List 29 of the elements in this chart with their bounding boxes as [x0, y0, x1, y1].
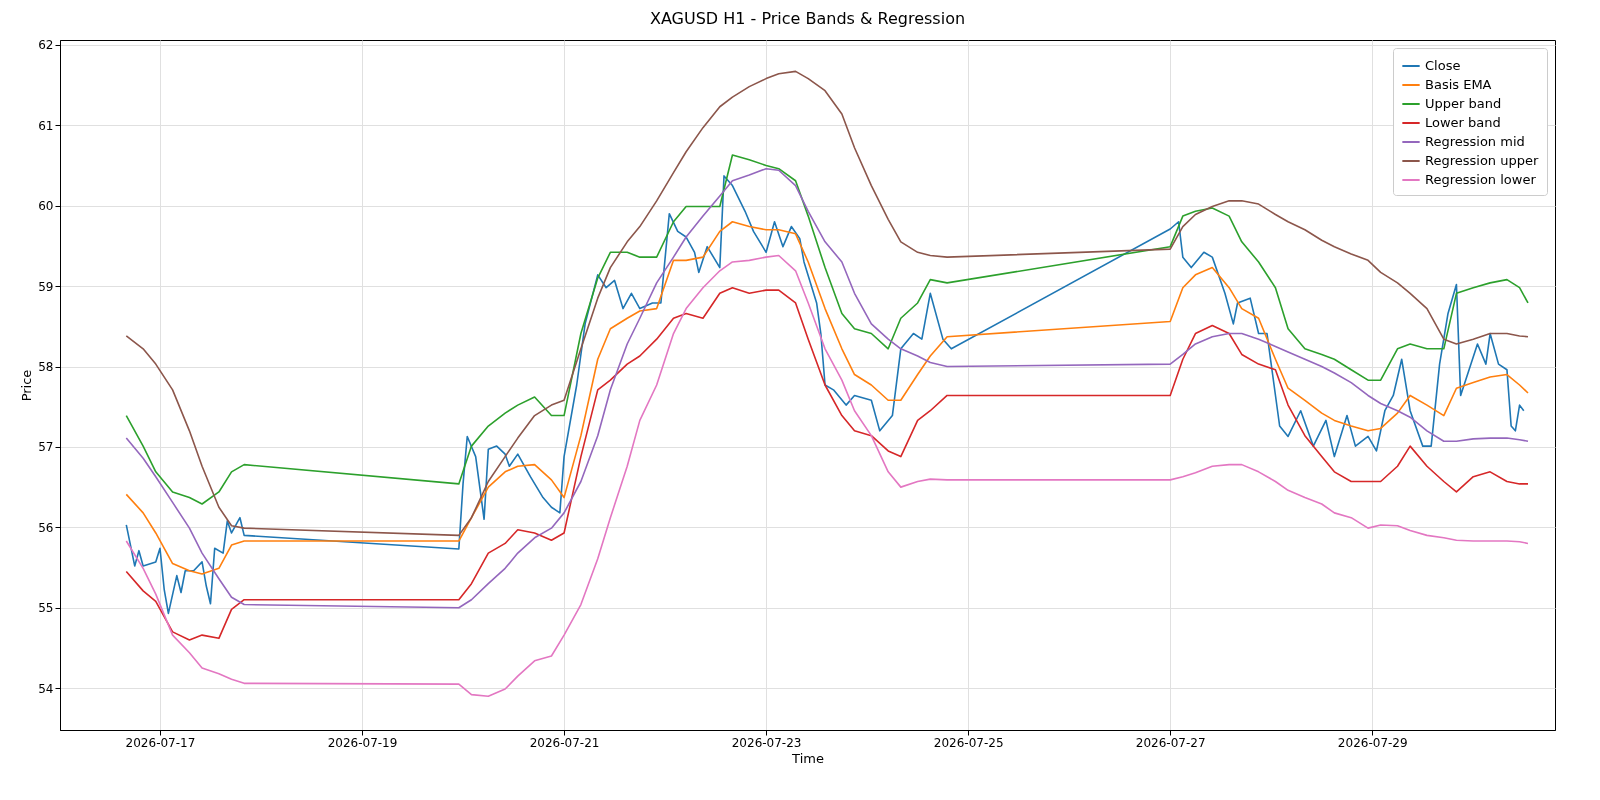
x-tick-label: 2026-07-23 [731, 735, 802, 750]
legend-label: Regression lower [1425, 172, 1537, 187]
x-tick-label: 2026-07-17 [125, 735, 196, 750]
chart-title: XAGUSD H1 - Price Bands & Regression [649, 8, 966, 28]
x-tick-label: 2026-07-19 [327, 735, 398, 750]
x-tick-label: 2026-07-21 [529, 735, 600, 750]
x-tick-label: 2026-07-27 [1135, 735, 1206, 750]
x-axis-title: Time [791, 750, 824, 766]
x-tick-label: 2026-07-25 [933, 735, 1004, 750]
y-tick-label: 57 [38, 440, 54, 455]
line-series [125, 220, 1529, 575]
y-tick-label: 62 [38, 38, 54, 53]
y-tick-label: 59 [38, 279, 54, 294]
legend-label: Regression mid [1425, 134, 1525, 149]
y-tick-label: 61 [38, 118, 54, 133]
y-tick-label: 54 [38, 681, 54, 696]
legend-label: Lower band [1425, 115, 1501, 130]
legend-label: Basis EMA [1425, 77, 1492, 92]
line-series [125, 286, 1529, 641]
x-tick-label: 2026-07-29 [1337, 735, 1408, 750]
y-tick-label: 58 [38, 360, 54, 374]
y-tick-label: 60 [38, 199, 54, 214]
legend-label: Regression upper [1425, 153, 1539, 168]
legend-label: Close [1425, 58, 1461, 73]
line-series [125, 254, 1529, 698]
y-tick-label: 55 [38, 601, 54, 616]
y-tick-label: 56 [38, 520, 54, 535]
y-axis-title: Price [19, 369, 35, 402]
legend-label: Upper band [1425, 96, 1502, 111]
